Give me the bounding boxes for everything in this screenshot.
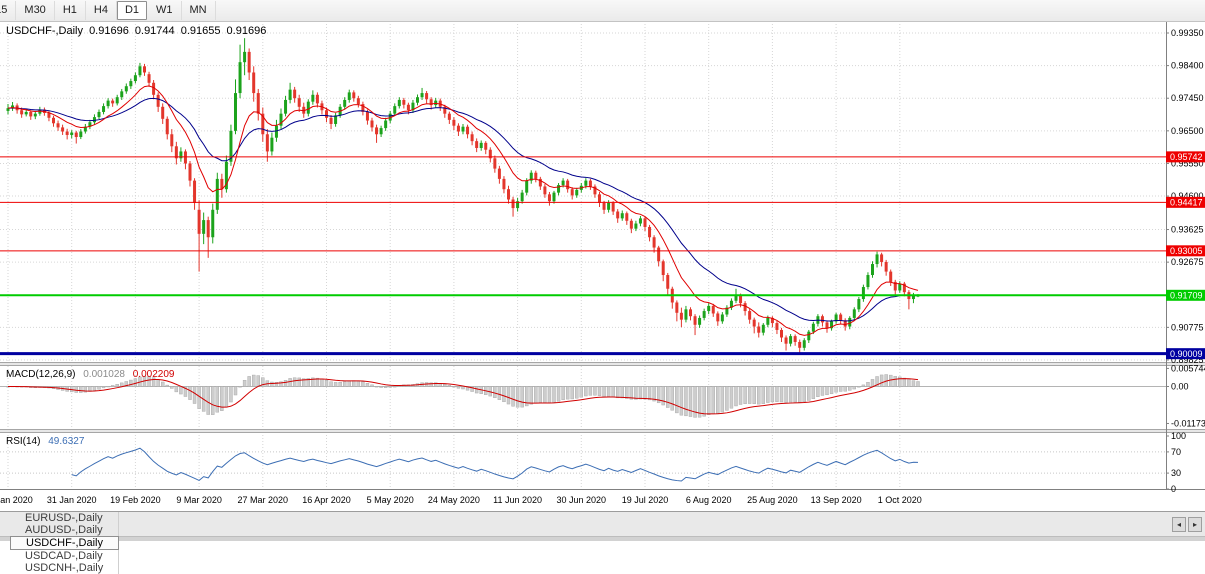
pane-splitter[interactable] [0,362,1205,366]
date-axis-labels: 13 Jan 2020 31 Jan 2020 19 Feb 2020 9 Mar 2… [0,495,922,505]
svg-text:0.94600: 0.94600 [1171,191,1204,201]
svg-text:11 Jun 2020: 11 Jun 2020 [493,495,542,505]
chart-tab-usdcnh-daily[interactable]: USDCNH-,Daily [10,562,120,574]
svg-text:0.92675: 0.92675 [1171,257,1204,267]
price-badge-0.90009: 0.90009 [1166,348,1205,360]
timeframe-button-m15[interactable]: M15 [0,1,17,20]
svg-text:0.005744: 0.005744 [1171,363,1205,373]
chart-title: USDCHF-,Daily 0.91696 0.91744 0.91655 0.… [6,25,269,37]
chart-tab-usdcad-daily[interactable]: USDCAD-,Daily [10,550,120,562]
svg-text:0: 0 [1171,484,1176,494]
svg-text:0.93005: 0.93005 [1170,246,1203,256]
timeframe-button-h1[interactable]: H1 [55,1,86,20]
ma-fast-line [7,85,919,336]
price-badge-0.93005: 0.93005 [1166,245,1205,257]
svg-text:-0.011738: -0.011738 [1171,418,1205,428]
svg-text:0.95550: 0.95550 [1171,158,1204,168]
scroll-left-button[interactable]: ◂ [1172,516,1186,532]
timeframe-button-d1[interactable]: D1 [116,1,147,20]
timeframe-button-mn[interactable]: MN [182,1,216,20]
svg-text:25 Aug 2020: 25 Aug 2020 [747,495,798,505]
chart-tab-eurusd-daily[interactable]: EURUSD-,Daily [10,512,120,524]
bottom-strip [0,536,1205,541]
svg-text:24 May 2020: 24 May 2020 [428,495,480,505]
svg-text:13 Jan 2020: 13 Jan 2020 [0,495,33,505]
price-badge-0.91709: 0.91709 [1166,289,1205,301]
svg-text:0.99350: 0.99350 [1171,28,1204,38]
chart-canvas[interactable]: 0.99350 0.98400 0.97450 0.96500 0.95550 0.946… [0,22,1205,511]
svg-text:5 May 2020: 5 May 2020 [367,495,414,505]
svg-text:0.90775: 0.90775 [1171,322,1204,332]
ohlc-high: 0.91744 [134,25,175,37]
svg-text:70: 70 [1171,447,1181,457]
svg-text:0.89825: 0.89825 [1171,355,1204,365]
chart-tabs-bar: EURUSD-,Daily AUDUSD-,Daily USDCHF-,Daily U… [0,511,1205,574]
chart-area: 0.99350 0.98400 0.97450 0.96500 0.95550 0.946… [0,22,1205,511]
svg-text:0.94417: 0.94417 [1170,198,1203,208]
price-badge-0.94417: 0.94417 [1166,196,1205,208]
svg-text:27 Mar 2020: 27 Mar 2020 [238,495,289,505]
candlesticks [6,38,920,354]
svg-text:0.00: 0.00 [1171,382,1189,392]
rsi-title: RSI(14) [6,436,41,447]
chart-symbol-label: USDCHF-,Daily [6,25,83,37]
svg-text:19 Feb 2020: 19 Feb 2020 [110,495,161,505]
chart-tabs: EURUSD-,Daily AUDUSD-,Daily USDCHF-,Daily U… [10,512,120,574]
macd-indicator-label: MACD(12,26,9) 0.001028 0.002209 [6,369,174,380]
chart-tab-usdchf-daily[interactable]: USDCHF-,Daily [10,536,120,550]
svg-text:0.90009: 0.90009 [1170,349,1203,359]
macd-signal-value: 0.002209 [132,369,175,380]
svg-text:0.98400: 0.98400 [1171,61,1204,71]
timeframe-toolbar: M15M30H1H4D1W1MN [0,0,1205,22]
axis-labels: 0.99350 0.98400 0.97450 0.96500 0.95550 0.946… [1166,28,1205,494]
svg-text:0.93625: 0.93625 [1171,225,1204,235]
ohlc-open: 0.91696 [89,25,129,37]
svg-text:9 Mar 2020: 9 Mar 2020 [176,495,222,505]
scroll-right-button[interactable]: ▸ [1188,516,1202,532]
svg-text:0.95742: 0.95742 [1170,152,1203,162]
svg-text:0.96500: 0.96500 [1171,126,1204,136]
pane-splitter[interactable] [0,429,1205,433]
grid-horizontal [0,32,1166,361]
timeframe-button-w1[interactable]: W1 [148,1,182,20]
chart-tab-audusd-daily[interactable]: AUDUSD-,Daily [10,524,120,536]
svg-text:31 Jan 2020: 31 Jan 2020 [47,495,97,505]
svg-text:19 Jul 2020: 19 Jul 2020 [622,495,669,505]
ohlc-low: 0.91655 [180,25,221,37]
macd-title: MACD(12,26,9) [6,369,76,380]
svg-text:0.91709: 0.91709 [1170,291,1203,301]
svg-text:100: 100 [1171,431,1186,441]
svg-text:16 Apr 2020: 16 Apr 2020 [302,495,351,505]
svg-text:13 Sep 2020: 13 Sep 2020 [811,495,862,505]
macd-main-value: 0.001028 [83,369,125,380]
svg-text:6 Aug 2020: 6 Aug 2020 [686,495,732,505]
timeframe-buttons: M15M30H1H4D1W1MN [0,0,216,21]
macd-signal-line [7,378,919,415]
price-badge-0.95742: 0.95742 [1166,151,1205,163]
ma-slow-line [7,97,919,322]
timeframe-button-m30[interactable]: M30 [16,1,55,20]
rsi-indicator-label: RSI(14) 49.6327 [6,436,84,447]
svg-text:1 Oct 2020: 1 Oct 2020 [878,495,922,505]
timeframe-button-h4[interactable]: H4 [86,1,117,20]
svg-text:0.97450: 0.97450 [1171,93,1204,103]
svg-text:30 Jun 2020: 30 Jun 2020 [557,495,607,505]
ohlc-close: 0.91696 [226,25,267,37]
tab-scrollbar: ◂ ▸ [1172,512,1205,536]
rsi-value: 49.6327 [48,436,85,447]
svg-text:30: 30 [1171,468,1181,478]
rsi-line [71,447,919,482]
